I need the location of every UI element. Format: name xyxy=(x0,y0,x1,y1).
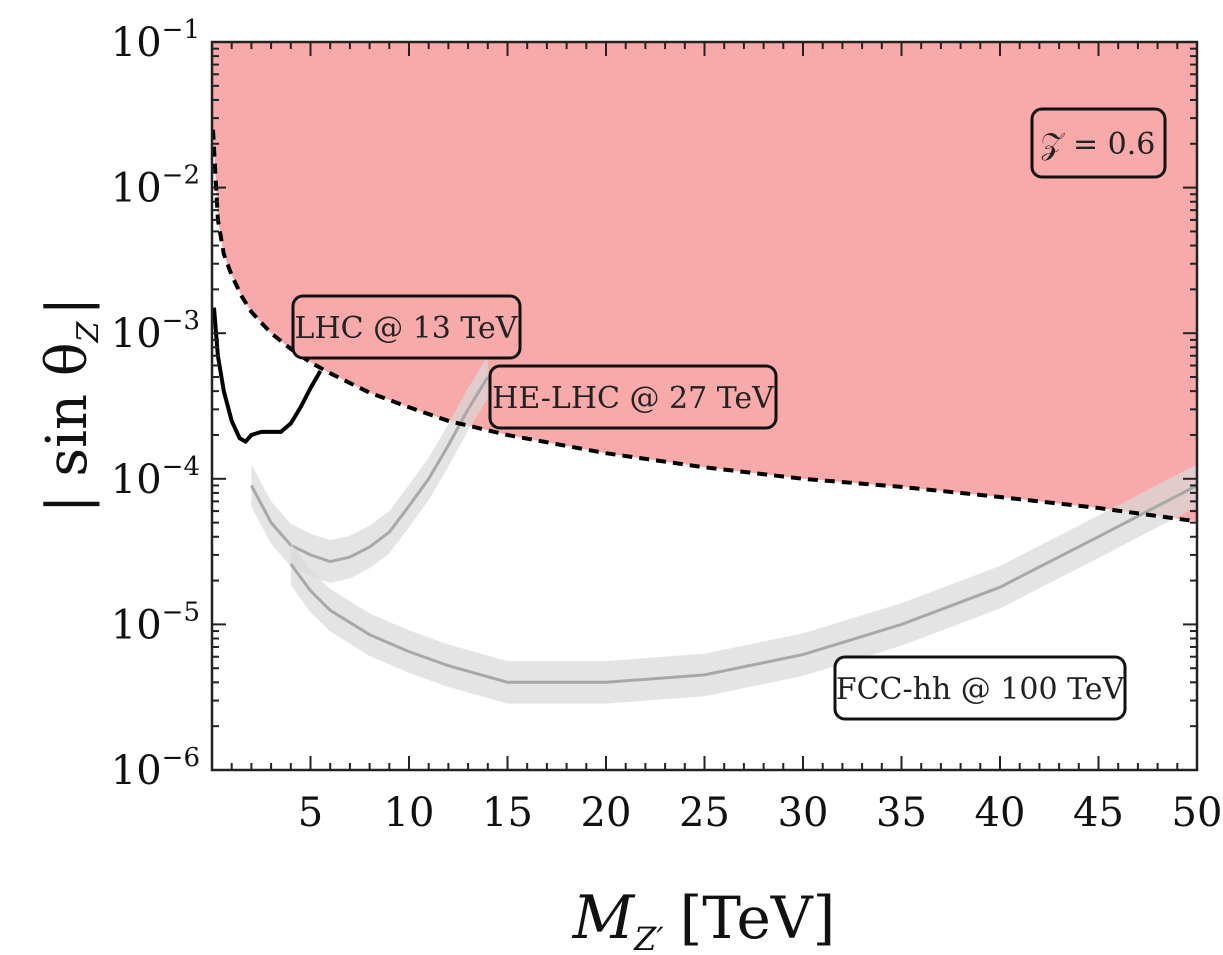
x-tick-label: 5 xyxy=(298,790,323,836)
lhc-label: LHC @ 13 TeV xyxy=(295,311,519,346)
x-tick-label: 40 xyxy=(975,790,1026,836)
y-tick-label: 10−4 xyxy=(111,452,200,503)
x-tick-label: 45 xyxy=(1073,790,1124,836)
y-tick-label: 10−5 xyxy=(111,597,200,648)
fcc-label: FCC-hh @ 100 TeV xyxy=(836,672,1126,707)
y-tick-label: 10−6 xyxy=(111,743,200,794)
he-lhc-label-box: HE-LHC @ 27 TeV xyxy=(490,366,776,428)
x-tick-label: 50 xyxy=(1172,790,1223,836)
fcc-label-box: FCC-hh @ 100 TeV xyxy=(835,657,1126,719)
lhc-label-box: LHC @ 13 TeV xyxy=(293,296,520,358)
x-tick-label: 10 xyxy=(384,790,435,836)
he-lhc-label: HE-LHC @ 27 TeV xyxy=(492,381,775,416)
x-tick-label: 15 xyxy=(482,790,533,836)
y-tick-label: 10−2 xyxy=(111,161,200,212)
y-axis-title: | sin θZ| xyxy=(35,297,106,514)
x-tick-label: 25 xyxy=(679,790,730,836)
z-annotation: 𝒵 = 0.6 xyxy=(1041,127,1156,162)
z-annotation-box: 𝒵 = 0.6 xyxy=(1032,109,1165,177)
x-tick-label: 35 xyxy=(876,790,927,836)
y-tick-label: 10−1 xyxy=(111,15,200,66)
x-tick-label: 30 xyxy=(778,790,829,836)
y-tick-label: 10−3 xyxy=(111,306,200,357)
x-axis-title: MZ′ [TeV] xyxy=(572,883,836,955)
x-tick-label: 20 xyxy=(581,790,632,836)
